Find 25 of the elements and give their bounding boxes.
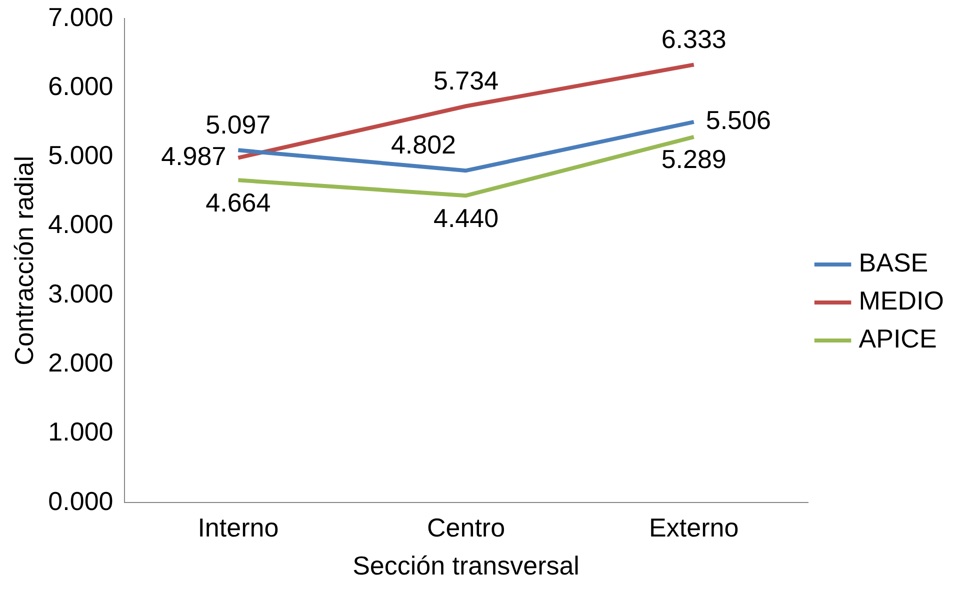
data-label: 4.664 xyxy=(206,187,271,218)
data-label: 5.506 xyxy=(706,105,771,136)
y-tick-label: 5.000 xyxy=(48,140,114,170)
y-tick-label: 6.000 xyxy=(48,70,114,101)
data-label: 5.734 xyxy=(433,65,499,96)
x-tick-label: Centro xyxy=(426,512,506,542)
legend-label: MEDIO xyxy=(858,286,944,316)
legend-label: BASE xyxy=(858,248,928,278)
data-label: 4.440 xyxy=(433,202,499,233)
x-tick-label: Interno xyxy=(198,512,279,542)
legend-label: APICE xyxy=(858,324,937,354)
y-tick-label: 1.000 xyxy=(48,416,114,447)
y-axis-title: Contracción radial xyxy=(8,156,39,366)
y-tick-label: 3.000 xyxy=(48,278,114,308)
y-tick-label: 0.000 xyxy=(48,486,114,516)
x-axis-title: Sección transversal xyxy=(352,550,580,581)
data-label: 6.333 xyxy=(661,24,726,54)
data-label: 4.802 xyxy=(390,130,456,160)
x-tick-label: Externo xyxy=(649,512,739,542)
data-label: 5.097 xyxy=(206,109,271,140)
y-tick-label: 4.000 xyxy=(48,209,114,240)
data-label: 4.987 xyxy=(161,140,226,171)
data-label: 5.289 xyxy=(661,144,726,174)
y-tick-label: 2.000 xyxy=(48,347,114,378)
y-tick-label: 7.000 xyxy=(48,2,114,32)
